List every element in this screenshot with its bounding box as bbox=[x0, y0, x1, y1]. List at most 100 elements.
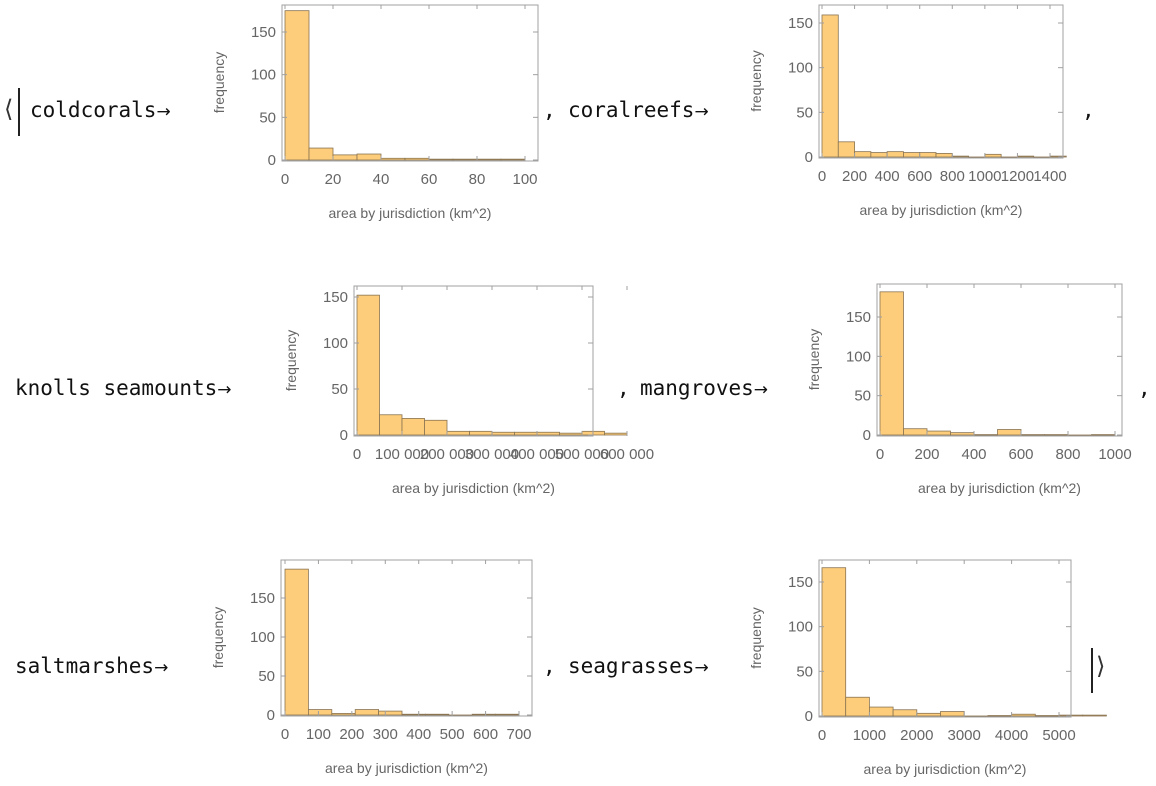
x-tick-label: 5000 bbox=[1042, 727, 1075, 744]
histogram-bar bbox=[984, 153, 1002, 158]
histogram-bar bbox=[940, 711, 965, 717]
histogram-bar bbox=[356, 294, 380, 436]
arrow-icon: → bbox=[753, 380, 769, 400]
x-tick-label: 1200 bbox=[1001, 168, 1034, 185]
x-axis-label: area by jurisdiction (km^2) bbox=[329, 205, 492, 221]
key-label: coralreefs bbox=[568, 98, 695, 122]
histogram-bar bbox=[284, 10, 310, 161]
y-tick-label: 50 bbox=[796, 104, 813, 121]
histogram-bar bbox=[401, 713, 426, 716]
histogram-bar bbox=[452, 158, 478, 161]
x-tick-label: 300 000 bbox=[465, 446, 519, 463]
separator: , bbox=[617, 376, 630, 400]
histogram-bar bbox=[916, 712, 941, 717]
separator: , bbox=[543, 654, 556, 678]
histogram-bar bbox=[845, 696, 870, 717]
histogram-bar bbox=[821, 14, 839, 158]
open-angle-bracket: ⟨ bbox=[4, 95, 14, 123]
separator: , bbox=[543, 98, 556, 122]
x-axis-label: area by jurisdiction (km^2) bbox=[864, 761, 1027, 777]
arrow-icon: → bbox=[694, 102, 709, 122]
x-tick-label: 0 bbox=[818, 727, 826, 744]
x-tick-label: 0 bbox=[818, 168, 826, 185]
histogram-coralreefs: 0 50 100 150 0 200 400 600 800 1000 1200 1400 area b… bbox=[748, 4, 1067, 218]
histogram-bar bbox=[892, 709, 918, 717]
histogram-bar bbox=[886, 151, 904, 158]
plot-frame bbox=[818, 4, 1064, 159]
arrow-icon: → bbox=[694, 658, 709, 678]
histogram-bar bbox=[284, 568, 309, 716]
x-tick-label: 1000 bbox=[1098, 446, 1131, 463]
histogram-bar bbox=[973, 434, 998, 436]
y-tick-label: 150 bbox=[250, 590, 275, 607]
key-label: saltmarshes bbox=[15, 654, 155, 678]
key-seagrasses: seagrasses→ bbox=[568, 654, 709, 678]
histogram-bar bbox=[424, 419, 448, 436]
plot-frame bbox=[353, 285, 594, 437]
x-tick-label: 200 bbox=[914, 446, 939, 463]
x-tick-label: 400 000 bbox=[510, 446, 564, 463]
histogram-bar bbox=[495, 713, 520, 716]
x-axis-label: area by jurisdiction (km^2) bbox=[325, 760, 488, 776]
plot-frame bbox=[818, 559, 1072, 718]
x-tick-label: 400 bbox=[961, 446, 986, 463]
x-tick-label: 300 bbox=[373, 726, 398, 743]
x-tick-label: 800 bbox=[1055, 446, 1080, 463]
y-tick-label: 150 bbox=[788, 574, 813, 591]
y-tick-label: 50 bbox=[331, 381, 348, 398]
histogram-bar bbox=[951, 155, 969, 158]
histogram-bar bbox=[950, 432, 975, 436]
histogram-bar bbox=[919, 152, 937, 158]
x-tick-label: 3000 bbox=[948, 727, 981, 744]
histogram-bar bbox=[903, 428, 928, 436]
histogram-bar bbox=[559, 432, 583, 436]
y-tick-label: 100 bbox=[788, 60, 813, 77]
y-axis-label: frequency bbox=[211, 52, 227, 113]
histogram-bar bbox=[380, 157, 406, 161]
y-tick-label: 0 bbox=[805, 708, 813, 725]
x-tick-label: 1400 bbox=[1033, 168, 1066, 185]
open-bar bbox=[18, 88, 20, 136]
histogram-bar bbox=[404, 157, 430, 161]
x-tick-label: 0 bbox=[281, 171, 289, 188]
histogram-bar bbox=[1091, 434, 1116, 436]
x-tick-label: 200 bbox=[842, 168, 867, 185]
y-tick-label: 50 bbox=[258, 668, 275, 685]
y-tick-label: 50 bbox=[854, 388, 871, 405]
histogram-coldcorals: 0 50 100 150 0 20 40 60 80 100 area by jurisdictio… bbox=[211, 4, 539, 221]
x-tick-label: 80 bbox=[469, 171, 486, 188]
x-tick-label: 600 bbox=[907, 168, 932, 185]
key-knolls-seamounts: knolls seamounts→ bbox=[15, 376, 232, 400]
y-tick-label: 100 bbox=[251, 67, 276, 84]
x-axis-label: area by jurisdiction (km^2) bbox=[392, 480, 555, 496]
histogram-bar bbox=[500, 158, 526, 161]
histogram-bar bbox=[428, 158, 454, 161]
y-tick-label: 100 bbox=[788, 619, 813, 636]
key-label: coldcorals bbox=[30, 98, 157, 122]
histogram-bar bbox=[332, 154, 358, 161]
histogram-bar bbox=[476, 158, 502, 161]
histogram-bar bbox=[1082, 714, 1107, 717]
x-tick-label: 700 bbox=[506, 726, 531, 743]
x-tick-label: 400 bbox=[875, 168, 900, 185]
histogram-bar bbox=[1020, 434, 1045, 436]
histogram-bar bbox=[471, 713, 497, 716]
separator: , bbox=[1082, 98, 1095, 122]
x-tick-label: 600 bbox=[1008, 446, 1033, 463]
histogram-mangroves: 0 50 100 150 0 200 400 600 800 1000 area by jurisd… bbox=[806, 283, 1132, 496]
histogram-bar bbox=[903, 152, 921, 158]
key-coralreefs: coralreefs→ bbox=[568, 98, 709, 122]
y-tick-label: 100 bbox=[323, 335, 348, 352]
histogram-bar bbox=[1017, 155, 1035, 158]
x-tick-label: 0 bbox=[876, 446, 884, 463]
x-tick-label: 2000 bbox=[900, 727, 933, 744]
x-tick-label: 200 bbox=[339, 726, 364, 743]
histogram-bar bbox=[1034, 715, 1060, 717]
y-tick-label: 100 bbox=[250, 629, 275, 646]
x-tick-label: 0 bbox=[353, 446, 361, 463]
y-axis-label: frequency bbox=[748, 50, 764, 111]
x-tick-label: 0 bbox=[281, 726, 289, 743]
x-tick-label: 100 000 bbox=[375, 446, 429, 463]
histogram-bar bbox=[1011, 713, 1036, 717]
